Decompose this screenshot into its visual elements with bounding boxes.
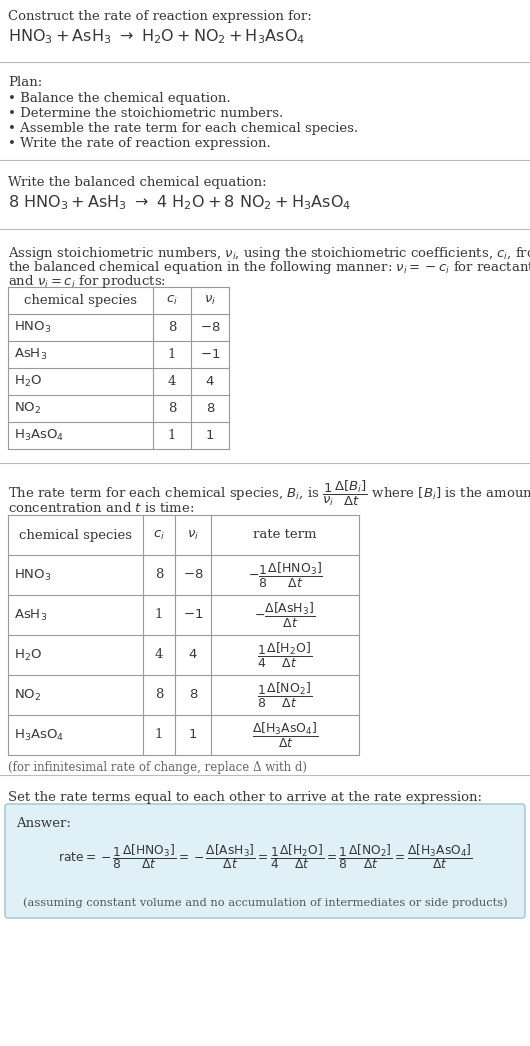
Text: $\nu_i$: $\nu_i$: [187, 528, 199, 542]
Text: $\dfrac{1}{8}\dfrac{\Delta[\mathrm{NO_2}]}{\Delta t}$: $\dfrac{1}{8}\dfrac{\Delta[\mathrm{NO_2}…: [258, 681, 313, 709]
Text: $\nu_i$: $\nu_i$: [204, 294, 216, 308]
Text: 8: 8: [206, 402, 214, 415]
Text: Set the rate terms equal to each other to arrive at the rate expression:: Set the rate terms equal to each other t…: [8, 791, 482, 804]
Text: 4: 4: [189, 649, 197, 661]
Text: $\mathrm{AsH_3}$: $\mathrm{AsH_3}$: [14, 608, 47, 622]
Text: 8: 8: [155, 688, 163, 702]
Text: • Assemble the rate term for each chemical species.: • Assemble the rate term for each chemic…: [8, 122, 358, 135]
Text: 1: 1: [155, 609, 163, 621]
Text: chemical species: chemical species: [19, 528, 132, 542]
Text: $c_i$: $c_i$: [153, 528, 165, 542]
Text: • Write the rate of reaction expression.: • Write the rate of reaction expression.: [8, 137, 271, 150]
Text: concentration and $t$ is time:: concentration and $t$ is time:: [8, 501, 195, 515]
Text: 1: 1: [155, 728, 163, 742]
Text: $-\dfrac{1}{8}\dfrac{\Delta[\mathrm{HNO_3}]}{\Delta t}$: $-\dfrac{1}{8}\dfrac{\Delta[\mathrm{HNO_…: [248, 561, 322, 590]
Text: 8: 8: [168, 321, 176, 334]
Text: $\mathrm{HNO_3 + AsH_3 \ \rightarrow \ H_2O + NO_2 + H_3AsO_4}$: $\mathrm{HNO_3 + AsH_3 \ \rightarrow \ H…: [8, 27, 305, 46]
Text: the balanced chemical equation in the following manner: $\nu_i = -c_i$ for react: the balanced chemical equation in the fo…: [8, 259, 530, 276]
Text: $\mathrm{H_3AsO_4}$: $\mathrm{H_3AsO_4}$: [14, 428, 64, 444]
Text: The rate term for each chemical species, $B_i$, is $\dfrac{1}{\nu_i}\dfrac{\Delt: The rate term for each chemical species,…: [8, 479, 530, 508]
Text: 8: 8: [189, 688, 197, 702]
Text: chemical species: chemical species: [24, 294, 137, 306]
Text: • Balance the chemical equation.: • Balance the chemical equation.: [8, 92, 231, 105]
Text: $\mathrm{NO_2}$: $\mathrm{NO_2}$: [14, 687, 41, 703]
FancyBboxPatch shape: [5, 804, 525, 918]
Text: $\mathrm{rate} = -\dfrac{1}{8}\dfrac{\Delta[\mathrm{HNO_3}]}{\Delta t} = -\dfrac: $\mathrm{rate} = -\dfrac{1}{8}\dfrac{\De…: [58, 842, 472, 871]
Text: $-1$: $-1$: [200, 348, 220, 361]
Text: $\dfrac{\Delta[\mathrm{H_3AsO_4}]}{\Delta t}$: $\dfrac{\Delta[\mathrm{H_3AsO_4}]}{\Delt…: [252, 721, 319, 750]
Text: 1: 1: [168, 429, 176, 442]
Text: $\mathrm{HNO_3}$: $\mathrm{HNO_3}$: [14, 567, 51, 583]
Text: 1: 1: [168, 348, 176, 361]
Text: (assuming constant volume and no accumulation of intermediates or side products): (assuming constant volume and no accumul…: [23, 897, 507, 908]
Text: 1: 1: [189, 728, 197, 742]
Text: Plan:: Plan:: [8, 76, 42, 89]
Text: Write the balanced chemical equation:: Write the balanced chemical equation:: [8, 176, 267, 189]
Text: $\dfrac{1}{4}\dfrac{\Delta[\mathrm{H_2O}]}{\Delta t}$: $\dfrac{1}{4}\dfrac{\Delta[\mathrm{H_2O}…: [258, 640, 313, 669]
Text: Answer:: Answer:: [16, 817, 71, 829]
Text: Assign stoichiometric numbers, $\nu_i$, using the stoichiometric coefficients, $: Assign stoichiometric numbers, $\nu_i$, …: [8, 245, 530, 262]
Text: $\mathrm{H_2O}$: $\mathrm{H_2O}$: [14, 374, 42, 389]
Text: $-8$: $-8$: [183, 568, 204, 582]
Text: (for infinitesimal rate of change, replace Δ with d): (for infinitesimal rate of change, repla…: [8, 761, 307, 774]
Text: • Determine the stoichiometric numbers.: • Determine the stoichiometric numbers.: [8, 107, 283, 120]
Text: and $\nu_i = c_i$ for products:: and $\nu_i = c_i$ for products:: [8, 273, 166, 290]
Text: 8: 8: [168, 402, 176, 415]
Text: 1: 1: [206, 429, 214, 442]
Text: 4: 4: [206, 376, 214, 388]
Text: $\mathrm{H_3AsO_4}$: $\mathrm{H_3AsO_4}$: [14, 727, 64, 743]
Text: $\mathrm{NO_2}$: $\mathrm{NO_2}$: [14, 401, 41, 416]
Text: 4: 4: [168, 376, 176, 388]
Text: $-8$: $-8$: [200, 321, 220, 334]
Text: $\mathrm{8 \ HNO_3 + AsH_3 \ \rightarrow \ 4 \ H_2O + 8 \ NO_2 + H_3AsO_4}$: $\mathrm{8 \ HNO_3 + AsH_3 \ \rightarrow…: [8, 194, 351, 211]
Text: $-\dfrac{\Delta[\mathrm{AsH_3}]}{\Delta t}$: $-\dfrac{\Delta[\mathrm{AsH_3}]}{\Delta …: [254, 600, 316, 630]
Text: $\mathrm{HNO_3}$: $\mathrm{HNO_3}$: [14, 320, 51, 335]
Text: 4: 4: [155, 649, 163, 661]
Text: $-1$: $-1$: [183, 609, 203, 621]
Text: 8: 8: [155, 568, 163, 582]
Text: $\mathrm{H_2O}$: $\mathrm{H_2O}$: [14, 647, 42, 662]
Text: $c_i$: $c_i$: [166, 294, 178, 308]
Text: rate term: rate term: [253, 528, 317, 542]
Text: Construct the rate of reaction expression for:: Construct the rate of reaction expressio…: [8, 10, 312, 23]
Text: $\mathrm{AsH_3}$: $\mathrm{AsH_3}$: [14, 347, 47, 362]
